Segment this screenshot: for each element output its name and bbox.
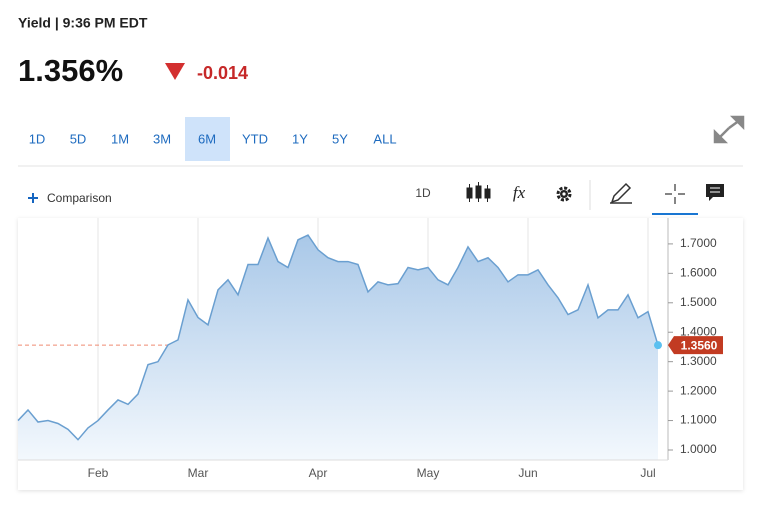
range-tabs: 1D 5D 1M 3M 6M YTD 1Y 5Y ALL	[29, 117, 397, 161]
y-tick-label: 1.4000	[680, 324, 717, 338]
price: 1.356%	[18, 53, 123, 88]
range-tab[interactable]: 5Y	[332, 131, 348, 146]
range-tab[interactable]: 1M	[111, 131, 129, 146]
draw-icon[interactable]	[610, 182, 632, 204]
range-tab[interactable]: ALL	[373, 131, 396, 146]
x-tick-label: Apr	[309, 466, 328, 480]
settings-icon[interactable]	[556, 186, 572, 202]
chart: Feb Mar Apr May Jun Jul 1.0000 1.1000 1.2000 1.30…	[17, 218, 723, 480]
range-tab[interactable]: 3M	[153, 131, 171, 146]
y-tick-label: 1.1000	[680, 413, 717, 427]
price-badge-label: 1.3560	[681, 338, 718, 352]
x-tick-label: Feb	[88, 466, 109, 480]
comparison-button[interactable]: Comparison	[28, 191, 112, 205]
x-tick-label: Jul	[640, 466, 655, 480]
down-arrow	[165, 63, 185, 80]
studies-button[interactable]: fx	[513, 183, 526, 202]
area	[18, 235, 658, 460]
expand-icon[interactable]	[713, 115, 745, 144]
range-tab[interactable]: 6M	[198, 131, 216, 146]
y-tick-label: 1.2000	[680, 383, 717, 397]
price-badge	[668, 336, 723, 355]
chart-type-icon[interactable]	[466, 182, 491, 202]
comment-icon[interactable]	[706, 184, 724, 201]
change: -0.014	[197, 63, 248, 83]
comparison-label[interactable]: Comparison	[47, 191, 112, 205]
crosshair-icon[interactable]	[665, 184, 685, 204]
range-tab[interactable]: YTD	[242, 131, 268, 146]
y-tick-label: 1.7000	[680, 236, 717, 250]
selected-tab-bg	[185, 117, 230, 161]
range-tab[interactable]: 1D	[29, 131, 46, 146]
y-tick-label: 1.6000	[680, 266, 717, 280]
last-point	[654, 341, 662, 350]
range-tab[interactable]: 5D	[70, 131, 87, 146]
line	[17, 234, 659, 441]
y-tick-label: 1.5000	[680, 295, 717, 309]
x-tick-label: Jun	[518, 466, 537, 480]
y-tick-label: 1.3000	[680, 354, 717, 368]
status: Yield | 9:36 PM EDT	[18, 15, 148, 31]
x-tick-label: May	[417, 466, 440, 480]
y-tick-label: 1.0000	[680, 442, 717, 456]
range-tab[interactable]: 1Y	[292, 131, 308, 146]
x-tick-label: Mar	[188, 466, 209, 480]
interval-button[interactable]: 1D	[415, 186, 431, 200]
